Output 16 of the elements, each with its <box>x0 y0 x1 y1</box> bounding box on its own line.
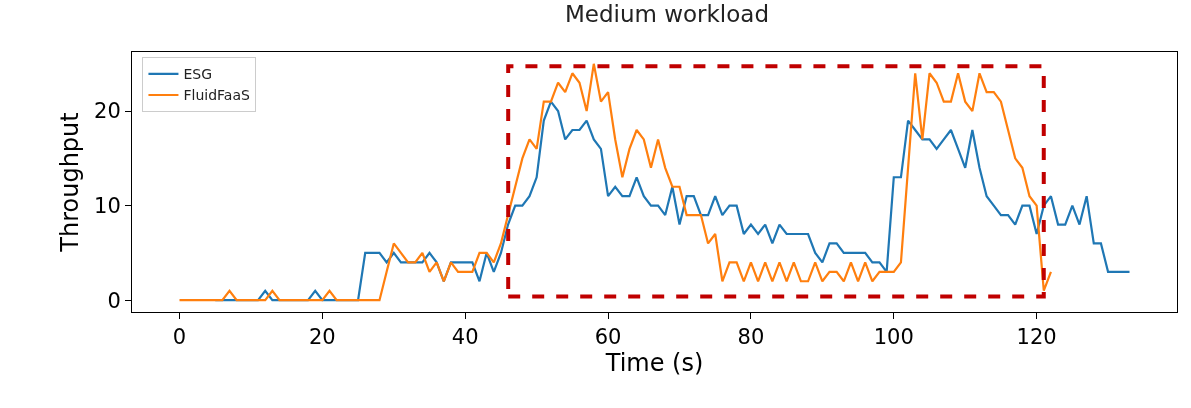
x-axis-title: Time (s) <box>604 349 704 378</box>
y-tick-label: 20 <box>94 99 121 124</box>
x-tick-label: 60 <box>594 325 622 350</box>
line-series <box>178 62 1053 302</box>
y-tick-label: 10 <box>94 193 121 218</box>
x-tick-label: 120 <box>1016 325 1057 350</box>
legend-label: FluidFaaS <box>183 87 250 104</box>
x-tick-label: 20 <box>308 325 336 350</box>
y-tick-label: 0 <box>107 288 121 313</box>
chart-title: Medium workload <box>564 1 770 28</box>
legend-label: ESG <box>183 66 213 83</box>
x-tick-label: 100 <box>873 325 914 350</box>
x-tick-label: 80 <box>737 325 765 350</box>
y-axis-title: Throughput <box>56 112 85 253</box>
x-tick-label: 40 <box>451 325 479 350</box>
x-tick-label: 0 <box>172 325 187 350</box>
